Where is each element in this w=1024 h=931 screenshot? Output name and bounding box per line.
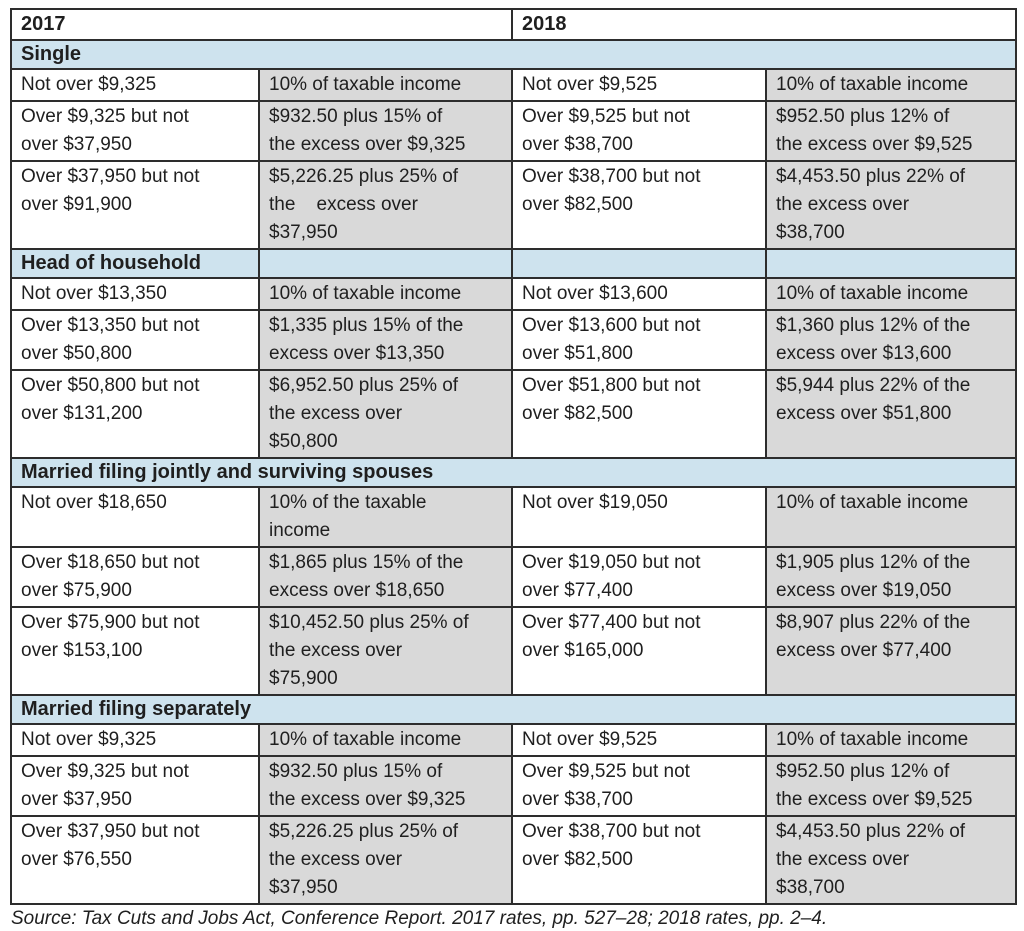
bracket-row: Not over $13,350 10% of taxable income Not… [10, 277, 1017, 311]
bracket-row: Not over $9,325 10% of taxable income Not … [10, 68, 1017, 102]
year-header-row: 2017 2018 [10, 8, 1017, 41]
section-row-single: Single [10, 39, 1017, 70]
bracket-2017-cell: Over $50,800 but not over $131,200 [10, 369, 260, 459]
bracket-2018-cell: Over $77,400 but not over $165,000 [511, 606, 767, 696]
bracket-row: Over $37,950 but not over $76,550 $5,226.… [10, 815, 1017, 905]
bracket-row: Over $37,950 but not over $91,900 $5,226.… [10, 160, 1017, 250]
section-label-single: Single [10, 39, 1017, 70]
bracket-row: Over $9,325 but not over $37,950 $932.50 … [10, 100, 1017, 162]
bracket-2017-cell: Over $18,650 but not over $75,900 [10, 546, 260, 608]
bracket-2018-cell: Over $9,525 but not over $38,700 [511, 755, 767, 817]
tax-calc-2017-cell: $5,226.25 plus 25% of the excess over $3… [258, 160, 513, 250]
bracket-2018-cell: Over $19,050 but not over $77,400 [511, 546, 767, 608]
bracket-2017-cell: Over $9,325 but not over $37,950 [10, 100, 260, 162]
section-empty-cell [258, 248, 513, 279]
tax-calc-2017-cell: $1,865 plus 15% of the excess over $18,6… [258, 546, 513, 608]
bracket-2017-cell: Over $37,950 but not over $76,550 [10, 815, 260, 905]
section-row-married-filing-separately: Married filing separately [10, 694, 1017, 725]
section-label-married-filing-jointly-and-surviving-spouses: Married filing jointly and surviving spo… [10, 457, 1017, 488]
tax-calc-2018-cell: $1,905 plus 12% of the excess over $19,0… [765, 546, 1017, 608]
tax-calc-2017-cell: 10% of taxable income [258, 277, 513, 311]
section-empty-cell [765, 248, 1017, 279]
bracket-2018-cell: Not over $9,525 [511, 723, 767, 757]
tax-calc-2017-cell: $932.50 plus 15% of the excess over $9,3… [258, 755, 513, 817]
year-header-2018: 2018 [511, 8, 1017, 41]
bracket-2017-cell: Not over $13,350 [10, 277, 260, 311]
section-label-married-filing-separately: Married filing separately [10, 694, 1017, 725]
bracket-2018-cell: Over $38,700 but not over $82,500 [511, 160, 767, 250]
bracket-row: Over $50,800 but not over $131,200 $6,952… [10, 369, 1017, 459]
tax-calc-2018-cell: $4,453.50 plus 22% of the excess over $3… [765, 160, 1017, 250]
bracket-2017-cell: Over $9,325 but not over $37,950 [10, 755, 260, 817]
tax-calc-2018-cell: 10% of taxable income [765, 723, 1017, 757]
bracket-2018-cell: Not over $9,525 [511, 68, 767, 102]
bracket-row: Not over $9,325 10% of taxable income Not … [10, 723, 1017, 757]
tax-calc-2017-cell: $932.50 plus 15% of the excess over $9,3… [258, 100, 513, 162]
bracket-row: Not over $18,650 10% of the taxable incom… [10, 486, 1017, 548]
source-note: Source: Tax Cuts and Jobs Act, Conferenc… [11, 908, 828, 929]
bracket-2017-cell: Over $75,900 but not over $153,100 [10, 606, 260, 696]
section-empty-cell [511, 248, 767, 279]
tax-calc-2018-cell: 10% of taxable income [765, 277, 1017, 311]
tax-calc-2017-cell: $6,952.50 plus 25% of the excess over $5… [258, 369, 513, 459]
bracket-row: Over $18,650 but not over $75,900 $1,865 … [10, 546, 1017, 608]
bracket-2017-cell: Over $13,350 but not over $50,800 [10, 309, 260, 371]
bracket-row: Over $75,900 but not over $153,100 $10,45… [10, 606, 1017, 696]
tax-calc-2017-cell: $1,335 plus 15% of the excess over $13,3… [258, 309, 513, 371]
tax-calc-2018-cell: $952.50 plus 12% of the excess over $9,5… [765, 100, 1017, 162]
bracket-2017-cell: Not over $18,650 [10, 486, 260, 548]
bracket-2017-cell: Not over $9,325 [10, 68, 260, 102]
tax-calc-2018-cell: $1,360 plus 12% of the excess over $13,6… [765, 309, 1017, 371]
bracket-2017-cell: Not over $9,325 [10, 723, 260, 757]
year-header-2017: 2017 [10, 8, 513, 41]
bracket-2018-cell: Over $38,700 but not over $82,500 [511, 815, 767, 905]
tax-calc-2018-cell: $8,907 plus 22% of the excess over $77,4… [765, 606, 1017, 696]
tax-table-body: Single Not over $9,325 10% of taxable inco… [10, 39, 1017, 905]
tax-calc-2017-cell: $5,226.25 plus 25% of the excess over $3… [258, 815, 513, 905]
tax-rate-table: 2017 2018 Single Not over $9,325 10% of ta… [10, 8, 1017, 905]
tax-calc-2018-cell: 10% of taxable income [765, 486, 1017, 548]
bracket-2017-cell: Over $37,950 but not over $91,900 [10, 160, 260, 250]
tax-calc-2018-cell: $5,944 plus 22% of the excess over $51,8… [765, 369, 1017, 459]
tax-calc-2018-cell: $4,453.50 plus 22% of the excess over $3… [765, 815, 1017, 905]
bracket-2018-cell: Not over $13,600 [511, 277, 767, 311]
section-row-head-of-household: Head of household [10, 248, 1017, 279]
section-row-married-filing-jointly-and-surviving-spouses: Married filing jointly and surviving spo… [10, 457, 1017, 488]
bracket-2018-cell: Over $9,525 but not over $38,700 [511, 100, 767, 162]
bracket-2018-cell: Over $13,600 but not over $51,800 [511, 309, 767, 371]
section-label-head-of-household: Head of household [10, 248, 260, 279]
tax-calc-2018-cell: $952.50 plus 12% of the excess over $9,5… [765, 755, 1017, 817]
tax-calc-2018-cell: 10% of taxable income [765, 68, 1017, 102]
bracket-row: Over $9,325 but not over $37,950 $932.50 … [10, 755, 1017, 817]
bracket-2018-cell: Over $51,800 but not over $82,500 [511, 369, 767, 459]
tax-calc-2017-cell: 10% of taxable income [258, 723, 513, 757]
bracket-2018-cell: Not over $19,050 [511, 486, 767, 548]
tax-calc-2017-cell: 10% of the taxable income [258, 486, 513, 548]
tax-calc-2017-cell: $10,452.50 plus 25% of the excess over $… [258, 606, 513, 696]
tax-calc-2017-cell: 10% of taxable income [258, 68, 513, 102]
bracket-row: Over $13,350 but not over $50,800 $1,335 … [10, 309, 1017, 371]
